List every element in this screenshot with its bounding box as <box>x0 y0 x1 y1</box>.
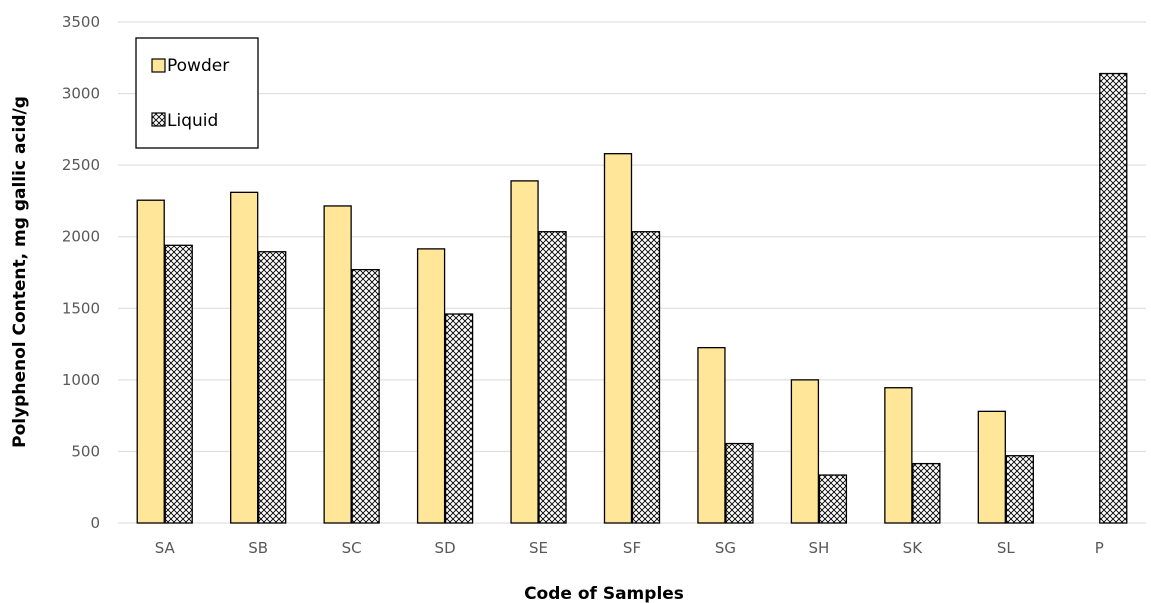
x-tick-label: P <box>1095 539 1104 557</box>
bar-powder-sl <box>977 410 1006 524</box>
bar-powder-sh <box>790 379 820 524</box>
bar-liquid-sg <box>725 442 754 524</box>
x-tick-label: SC <box>342 539 362 557</box>
y-tick-label: 1000 <box>62 371 100 389</box>
y-tick-label: 0 <box>90 514 100 532</box>
bar-liquid-sk <box>912 462 941 524</box>
bar-liquid-se <box>538 231 567 524</box>
x-tick-labels: SA SB SC SD SE SF SG SH SK SL P <box>155 539 1104 557</box>
bar-powder-sa <box>136 199 165 524</box>
x-tick-label: SG <box>715 539 736 557</box>
legend-label-powder: Powder <box>167 56 229 76</box>
y-tick-label: 3500 <box>62 13 100 31</box>
y-tick-label: 1500 <box>62 299 100 317</box>
x-tick-label: SH <box>809 539 830 557</box>
y-tick-label: 3000 <box>62 85 100 103</box>
bar-liquid-sa <box>164 244 193 524</box>
bar-liquid-sb <box>258 251 287 524</box>
bar-liquid-sf <box>631 231 661 524</box>
x-tick-label: SA <box>155 539 176 557</box>
bar-liquid-sd <box>444 313 474 524</box>
bar-powder-sb <box>230 191 259 524</box>
legend-label-liquid: Liquid <box>167 111 218 131</box>
bars <box>136 72 1128 524</box>
y-tick-label: 2500 <box>62 156 100 174</box>
bar-powder-sg <box>697 346 726 524</box>
y-tick-label: 2000 <box>62 228 100 246</box>
x-tick-label: SE <box>529 539 548 557</box>
bar-powder-sk <box>884 387 913 524</box>
x-tick-label: SK <box>903 539 924 557</box>
bar-powder-sc <box>323 205 352 524</box>
legend: Powder Liquid <box>135 37 259 149</box>
bar-liquid-sh <box>818 474 848 524</box>
bar-powder-sf <box>603 153 633 524</box>
x-tick-label: SL <box>997 539 1016 557</box>
y-axis-title: Polyphenol Content, mg gallic acid/g <box>10 96 30 448</box>
x-tick-label: SB <box>248 539 268 557</box>
x-axis-title: Code of Samples <box>524 584 684 603</box>
y-tick-labels: 0 500 1000 1500 2000 2500 3000 3500 <box>62 13 100 532</box>
y-tick-label: 500 <box>71 442 100 460</box>
legend-swatch-liquid <box>151 112 166 127</box>
legend-box <box>135 37 259 149</box>
bar-powder-se <box>510 180 539 524</box>
legend-swatch-powder <box>151 58 166 73</box>
bar-liquid-sl <box>1005 455 1034 524</box>
bar-liquid-p <box>1099 72 1128 524</box>
bar-powder-sd <box>416 248 446 524</box>
x-tick-label: SF <box>623 539 641 557</box>
bar-liquid-sc <box>351 268 380 524</box>
x-tick-label: SD <box>435 539 456 557</box>
